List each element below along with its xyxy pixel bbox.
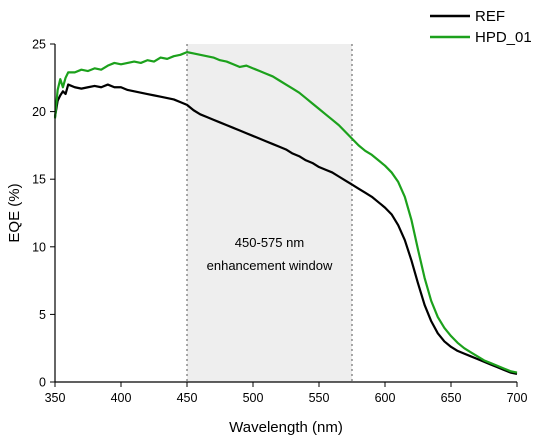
- y-tick-label: 5: [39, 308, 46, 322]
- plot-area: 450-575 nm enhancement window: [53, 44, 518, 382]
- x-tick-label: 350: [45, 391, 66, 405]
- series-line-hpd-01: [53, 51, 518, 374]
- axes: 350 400 450 500 550 600 650 700 0 5 10 15 20 25 Wavele…: [6, 38, 527, 437]
- y-tick-label: 0: [39, 376, 46, 390]
- x-axis-title: Wavelength (nm): [229, 419, 343, 436]
- legend-label-hpd-01: HPD_01: [475, 29, 532, 46]
- legend: REF HPD_01: [430, 8, 532, 46]
- x-tick-label: 500: [243, 391, 264, 405]
- legend-label-ref: REF: [475, 8, 505, 25]
- x-tick-label: 450: [177, 391, 198, 405]
- y-tick-label: 10: [32, 240, 46, 254]
- x-tick-label: 400: [111, 391, 132, 405]
- y-axis-title: EQE (%): [6, 183, 23, 242]
- x-tick-label: 550: [309, 391, 330, 405]
- x-tick-label: 650: [441, 391, 462, 405]
- x-tick-label: 700: [507, 391, 528, 405]
- x-tick-label: 600: [375, 391, 396, 405]
- y-tick-label: 25: [32, 38, 46, 52]
- y-tick-label: 20: [32, 105, 46, 119]
- series-line-ref: [53, 83, 518, 375]
- enhancement-window-shade: [187, 44, 352, 382]
- window-label-text: enhancement window: [207, 258, 333, 273]
- y-tick-label: 15: [32, 173, 46, 187]
- window-label-range: 450-575 nm: [235, 235, 304, 250]
